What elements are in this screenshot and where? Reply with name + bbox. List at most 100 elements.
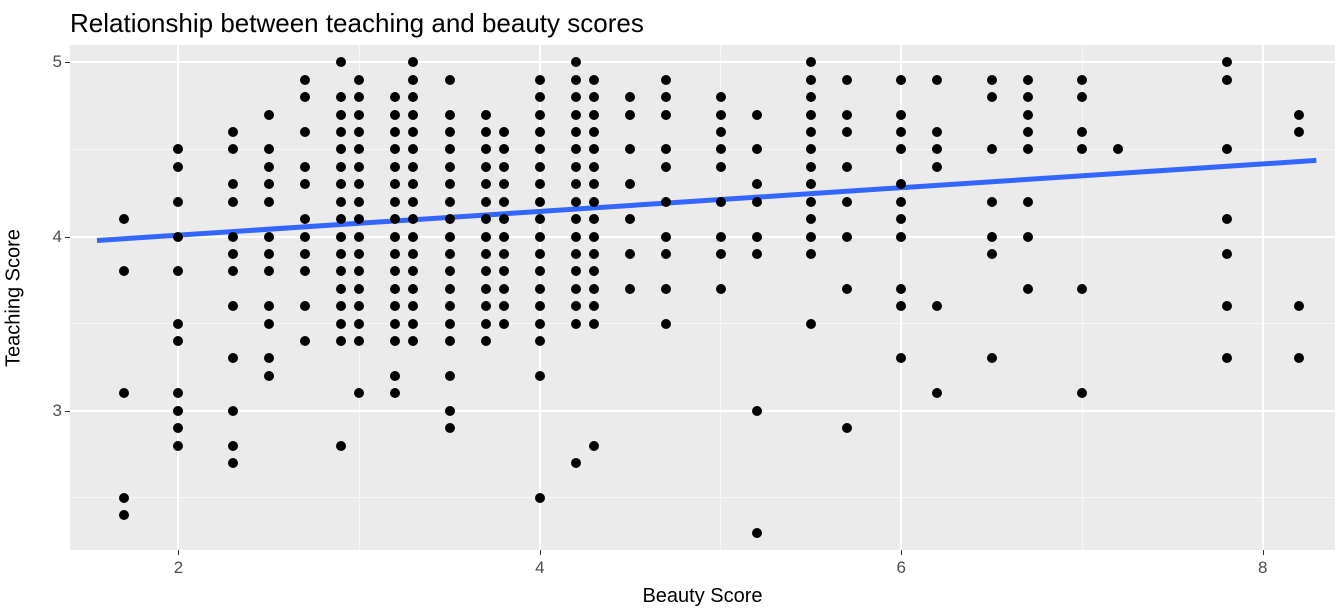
data-point: [499, 144, 509, 154]
data-point: [806, 92, 816, 102]
data-point: [354, 75, 364, 85]
data-point: [716, 232, 726, 242]
x-tick-label: 8: [1258, 558, 1267, 578]
data-point: [481, 214, 491, 224]
data-point: [661, 319, 671, 329]
data-point: [661, 232, 671, 242]
data-point: [445, 423, 455, 433]
y-tick-mark: [65, 62, 70, 63]
data-point: [354, 301, 364, 311]
data-point: [661, 249, 671, 259]
data-point: [1077, 388, 1087, 398]
data-point: [445, 179, 455, 189]
x-tick-label: 2: [174, 558, 183, 578]
data-point: [625, 179, 635, 189]
data-point: [716, 197, 726, 207]
data-point: [896, 179, 906, 189]
data-point: [842, 197, 852, 207]
data-point: [571, 75, 581, 85]
y-axis-label: Teaching Score: [3, 229, 26, 367]
data-point: [264, 301, 274, 311]
gridline-h: [70, 149, 1335, 150]
data-point: [336, 266, 346, 276]
data-point: [842, 162, 852, 172]
data-point: [481, 179, 491, 189]
y-tick-mark: [65, 411, 70, 412]
data-point: [336, 249, 346, 259]
data-point: [716, 92, 726, 102]
data-point: [589, 214, 599, 224]
data-point: [173, 162, 183, 172]
data-point: [716, 144, 726, 154]
data-point: [499, 284, 509, 294]
data-point: [1023, 232, 1033, 242]
data-point: [625, 92, 635, 102]
data-point: [408, 57, 418, 67]
data-point: [1222, 57, 1232, 67]
data-point: [842, 127, 852, 137]
data-point: [752, 232, 762, 242]
data-point: [354, 92, 364, 102]
data-point: [625, 249, 635, 259]
data-point: [481, 232, 491, 242]
data-point: [445, 127, 455, 137]
data-point: [806, 57, 816, 67]
data-point: [228, 458, 238, 468]
data-point: [481, 319, 491, 329]
data-point: [896, 353, 906, 363]
data-point: [535, 110, 545, 120]
data-point: [354, 197, 364, 207]
data-point: [390, 371, 400, 381]
data-point: [445, 144, 455, 154]
data-point: [228, 197, 238, 207]
data-point: [408, 197, 418, 207]
data-point: [228, 179, 238, 189]
data-point: [390, 127, 400, 137]
data-point: [173, 388, 183, 398]
data-point: [481, 110, 491, 120]
data-point: [408, 179, 418, 189]
data-point: [445, 319, 455, 329]
data-point: [571, 144, 581, 154]
data-point: [300, 232, 310, 242]
data-point: [589, 301, 599, 311]
data-point: [1077, 284, 1087, 294]
data-point: [336, 232, 346, 242]
data-point: [1023, 127, 1033, 137]
y-tick-label: 3: [53, 401, 62, 421]
data-point: [119, 510, 129, 520]
data-point: [661, 144, 671, 154]
data-point: [661, 92, 671, 102]
data-point: [987, 144, 997, 154]
data-point: [932, 127, 942, 137]
data-point: [1222, 75, 1232, 85]
data-point: [589, 266, 599, 276]
data-point: [445, 371, 455, 381]
data-point: [535, 179, 545, 189]
data-point: [481, 197, 491, 207]
x-axis-label: Beauty Score: [642, 585, 762, 608]
data-point: [354, 110, 364, 120]
scatter-chart: Relationship between teaching and beauty…: [0, 0, 1344, 614]
data-point: [408, 284, 418, 294]
data-point: [445, 75, 455, 85]
data-point: [264, 249, 274, 259]
data-point: [716, 162, 726, 172]
data-point: [173, 197, 183, 207]
x-tick-mark: [901, 550, 902, 555]
data-point: [499, 127, 509, 137]
data-point: [336, 127, 346, 137]
data-point: [264, 266, 274, 276]
data-point: [571, 127, 581, 137]
data-point: [264, 179, 274, 189]
data-point: [390, 336, 400, 346]
data-point: [445, 336, 455, 346]
data-point: [408, 162, 418, 172]
data-point: [932, 75, 942, 85]
data-point: [390, 319, 400, 329]
data-point: [481, 162, 491, 172]
data-point: [264, 144, 274, 154]
data-point: [987, 197, 997, 207]
data-point: [571, 92, 581, 102]
data-point: [1023, 75, 1033, 85]
